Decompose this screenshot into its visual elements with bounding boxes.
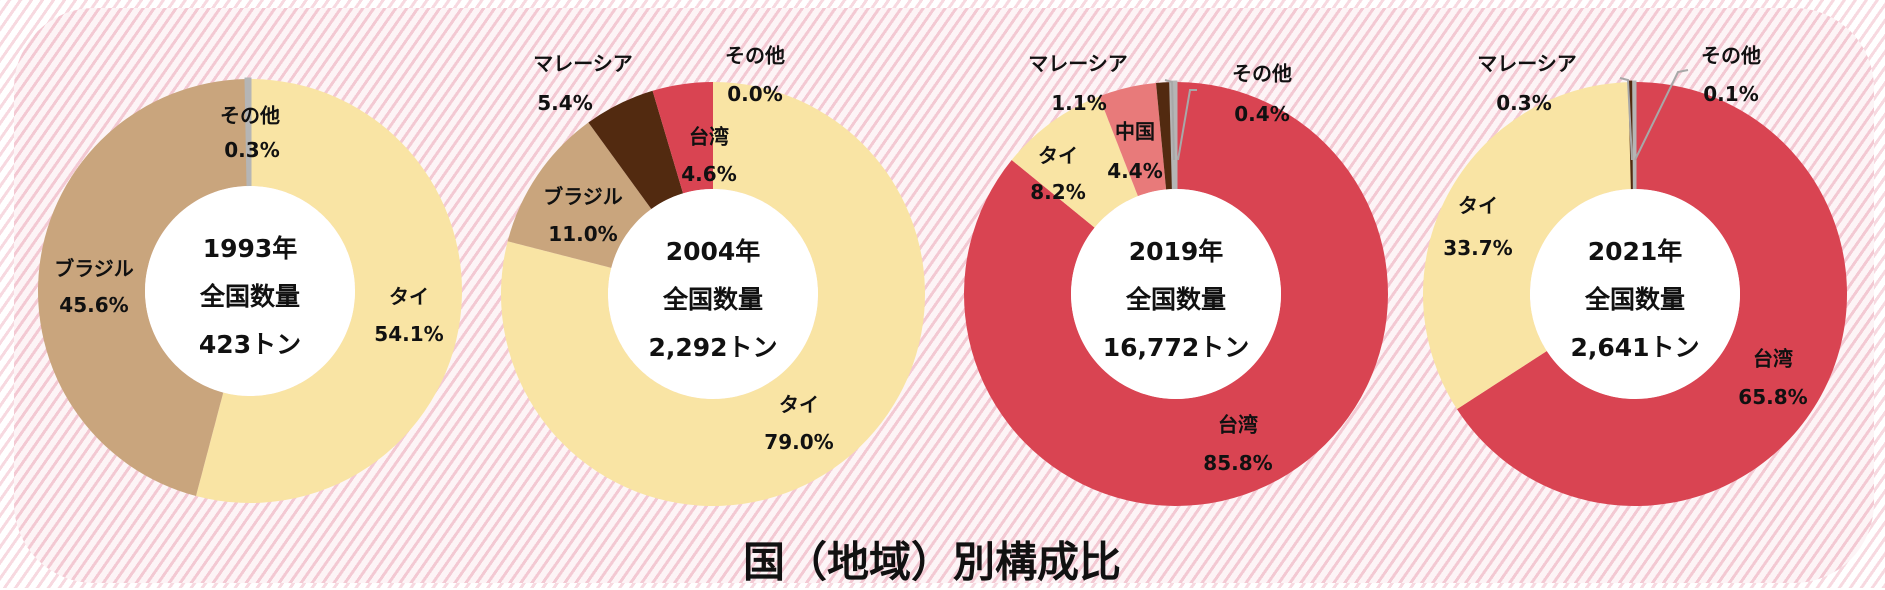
- slice-name-label: 台湾: [1218, 412, 1258, 437]
- slice-value-label: 5.4%: [537, 91, 593, 115]
- slice-その他: [244, 77, 252, 188]
- slice-台湾: [1456, 82, 1847, 507]
- slice-name-label: タイ: [389, 284, 429, 309]
- center-caption: 全国数量: [662, 285, 764, 314]
- slice-value-label: 33.7%: [1443, 236, 1513, 260]
- slice-value-label: 0.4%: [1234, 102, 1290, 126]
- slice-マレーシア: [588, 90, 684, 210]
- center-year: 2019年: [1128, 237, 1224, 266]
- center-year: 2021年: [1587, 237, 1683, 266]
- center-year: 2004年: [665, 237, 761, 266]
- slice-value-label: 0.3%: [224, 138, 280, 162]
- slice-value-label: 0.1%: [1703, 82, 1759, 106]
- slice-value-label: 65.8%: [1738, 385, 1808, 409]
- slice-タイ: [1423, 82, 1633, 410]
- center-total: 423トン: [198, 330, 302, 359]
- slice-その他: [1632, 80, 1637, 191]
- slice-value-label: 0.3%: [1496, 91, 1552, 115]
- slice-ブラジル: [38, 79, 249, 497]
- slice-タイ: [1011, 96, 1138, 228]
- slice-value-label: 54.1%: [374, 322, 444, 346]
- slice-name-label: タイ: [1038, 143, 1078, 168]
- slice-name-label: 中国: [1115, 119, 1155, 144]
- center-total: 2,292トン: [648, 333, 778, 362]
- slice-台湾: [963, 82, 1388, 506]
- slice-value-label: 79.0%: [764, 430, 834, 454]
- slice-name-label: その他: [220, 103, 280, 128]
- slice-name-label: タイ: [1458, 193, 1498, 218]
- slice-name-label: その他: [1232, 61, 1292, 86]
- slice-value-label: 45.6%: [59, 293, 129, 317]
- center-year: 1993年: [202, 234, 298, 263]
- slice-タイ: [501, 82, 925, 506]
- slice-name-label: その他: [1701, 43, 1761, 68]
- center-total: 16,772トン: [1102, 333, 1250, 362]
- leader-line: [1634, 69, 1689, 161]
- slice-name-label: ブラジル: [54, 256, 134, 281]
- slice-name-label: 台湾: [1753, 346, 1793, 371]
- center-caption: 全国数量: [1125, 285, 1227, 314]
- slice-name-label: 台湾: [689, 124, 729, 149]
- center-caption: 全国数量: [199, 282, 301, 311]
- leader-line: [1177, 89, 1197, 161]
- slice-value-label: 8.2%: [1030, 180, 1086, 204]
- slice-name-label: タイ: [779, 392, 819, 417]
- slice-name-label: ブラジル: [543, 184, 623, 209]
- slice-value-label: 85.8%: [1203, 451, 1273, 475]
- slice-台湾: [652, 82, 713, 194]
- slice-name-label: マレーシア: [1477, 51, 1577, 76]
- slice-value-label: 4.4%: [1107, 159, 1163, 183]
- slice-name-label: マレーシア: [1028, 51, 1128, 76]
- slice-value-label: 11.0%: [548, 222, 618, 246]
- slice-name-label: その他: [725, 43, 785, 68]
- slice-中国: [1099, 82, 1167, 197]
- slice-value-label: 4.6%: [681, 162, 737, 186]
- center-caption: 全国数量: [1584, 285, 1686, 314]
- slice-マレーシア: [1156, 82, 1174, 190]
- slice-name-label: マレーシア: [533, 51, 633, 76]
- slice-value-label: 0.0%: [727, 82, 783, 106]
- slice-value-label: 1.1%: [1051, 91, 1107, 115]
- slice-タイ: [195, 79, 463, 503]
- center-total: 2,641トン: [1570, 333, 1700, 362]
- slice-ブラジル: [507, 122, 652, 268]
- chart-title: 国（地域）別構成比: [742, 537, 1122, 587]
- leader-line: [1164, 79, 1175, 161]
- leader-line: [1619, 77, 1633, 161]
